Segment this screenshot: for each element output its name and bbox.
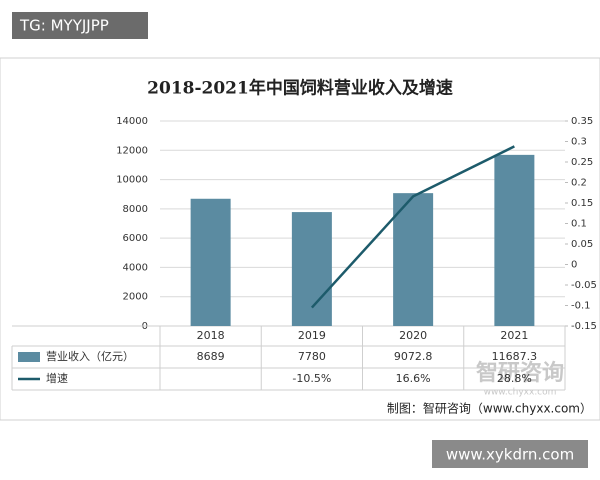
x-tick-label: 2019 [298,329,326,342]
y2-tick-label: 0.15 [571,198,593,209]
y-tick-label: 8000 [123,204,148,215]
x-tick-label: 2021 [500,329,528,342]
y-tick-label: 6000 [123,233,148,244]
bar [494,154,535,326]
tag: TG: MYYJJPP [19,17,109,35]
legend-label: 营业收入（亿元） [46,349,134,363]
y2-tick-label: -0.1 [571,301,591,312]
table-value: 16.6% [396,372,431,385]
y2-tick-label: 0.35 [571,116,593,127]
table-value: 9072.8 [394,350,433,363]
y2-tick-label: 0.2 [571,178,587,189]
legend-swatch [18,352,40,362]
bar [190,198,231,326]
y2-tick-label: -0.05 [571,280,597,291]
y2-tick-label: -0.15 [571,321,597,332]
y2-tick-label: 0 [571,260,577,271]
line [310,145,515,309]
tag-box [12,12,148,39]
table-value: 7780 [298,350,326,363]
source: 制图：智研咨询（www.chyxx.com） [387,401,592,416]
table-value: 28.8% [497,372,532,385]
watermark-url: www.chyxx.com [484,388,557,398]
y-tick-label: 2000 [123,292,148,303]
y-tick-label: 4000 [123,262,148,273]
y-tick-label: 10000 [116,175,148,186]
legend-label: 增速 [46,371,68,385]
y-tick-label: 14000 [116,116,148,127]
y-tick-label: 12000 [116,145,148,156]
table-value: 11687.3 [492,350,538,363]
bar [393,193,434,326]
table-value: -10.5% [292,372,331,385]
x-tick-label: 2020 [399,329,427,342]
y2-tick-label: 0.3 [571,137,587,148]
watermark-name: 智研咨询 [476,360,564,386]
y2-tick-label: 0.05 [571,239,593,250]
site: www.xykdrn.com [446,446,574,464]
chart-title: 2018-2021年中国饲料营业收入及增速 [147,78,453,99]
table-value: 8689 [197,350,225,363]
y2-tick-label: 0.25 [571,157,593,168]
bar [291,212,332,326]
y2-tick-label: 0.1 [571,219,587,230]
site-box [432,440,588,468]
x-tick-label: 2018 [197,329,225,342]
